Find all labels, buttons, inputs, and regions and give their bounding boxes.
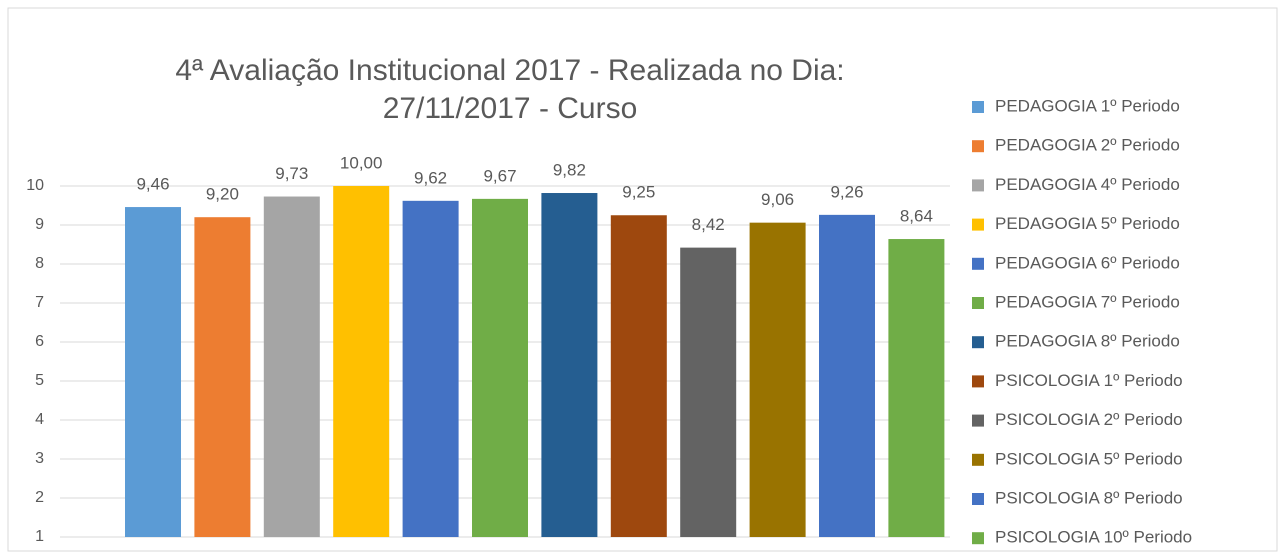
legend-swatch (972, 453, 984, 466)
data-label: 9,06 (761, 190, 794, 209)
data-label: 9,62 (414, 168, 447, 187)
legend-swatch (972, 375, 984, 388)
data-label: 9,82 (553, 161, 586, 180)
bar (888, 239, 945, 538)
chart-title: 4ª Avaliação Institucional 2017 - Realiz… (175, 54, 845, 125)
data-label: 9,46 (136, 175, 169, 194)
legend-label: PSICOLOGIA 10º Periodo (995, 528, 1192, 547)
legend-swatch (972, 493, 984, 505)
legend-swatch (972, 336, 984, 349)
y-tick-label: 8 (35, 255, 44, 272)
bar (472, 198, 528, 537)
y-tick-label: 1 (35, 528, 44, 545)
legend-label: PEDAGOGIA 5º Periodo (995, 214, 1180, 233)
legend-swatch (972, 532, 984, 545)
legend-label: PSICOLOGIA 8º Periodo (995, 488, 1183, 507)
bar (819, 214, 875, 538)
bar (125, 207, 181, 537)
data-label: 9,20 (206, 185, 239, 204)
y-tick-label: 3 (35, 450, 44, 467)
legend-swatch (972, 140, 984, 153)
legend-label: PEDAGOGIA 8º Periodo (995, 332, 1180, 351)
bar (333, 186, 390, 537)
bar (402, 200, 459, 537)
legend-swatch (972, 414, 984, 427)
bar (263, 196, 320, 537)
data-label: 9,25 (622, 183, 655, 202)
legend-label: PEDAGOGIA 4º Periodo (995, 175, 1180, 194)
bar (680, 247, 737, 537)
data-label: 10,00 (340, 153, 383, 172)
legend-label: PEDAGOGIA 7º Periodo (995, 292, 1180, 311)
bar (610, 215, 667, 537)
y-tick-label: 10 (26, 177, 44, 194)
legend-label: PSICOLOGIA 5º Periodo (995, 449, 1183, 468)
bar (194, 217, 251, 537)
y-tick-label: 5 (35, 372, 44, 389)
legend-swatch (972, 101, 984, 113)
data-label: 9,26 (830, 182, 863, 201)
y-tick-label: 2 (35, 489, 44, 506)
legend-label: PSICOLOGIA 1º Periodo (995, 371, 1183, 390)
legend-label: PEDAGOGIA 6º Periodo (995, 253, 1180, 272)
legend-label: PEDAGOGIA 2º Periodo (995, 136, 1180, 155)
y-tick-label: 6 (35, 333, 44, 350)
y-tick-label: 7 (35, 294, 44, 311)
legend-label: PSICOLOGIA 2º Periodo (995, 410, 1183, 429)
legend-swatch (972, 297, 984, 309)
chart-border (7, 7, 1278, 552)
bar (749, 222, 806, 537)
data-label: 9,73 (275, 164, 308, 183)
y-tick-label: 9 (35, 216, 44, 233)
bar (541, 193, 598, 537)
legend-swatch (972, 179, 984, 192)
data-label: 8,42 (692, 215, 725, 234)
legend-label: PEDAGOGIA 1º Periodo (995, 96, 1180, 115)
legend-swatch (972, 257, 984, 270)
legend-swatch (972, 218, 984, 231)
data-label: 8,64 (900, 207, 933, 226)
y-tick-label: 4 (35, 411, 44, 428)
data-label: 9,67 (483, 166, 516, 185)
